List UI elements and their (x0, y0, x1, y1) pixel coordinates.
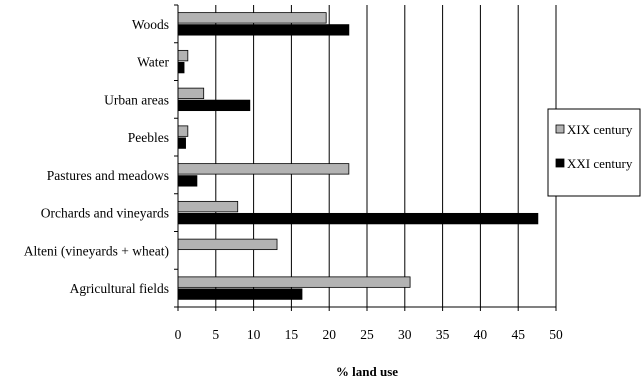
x-tick-label-50: 50 (549, 327, 563, 342)
x-tick-label-40: 40 (474, 327, 488, 342)
x-tick-label-35: 35 (436, 327, 450, 342)
bar-xix-6 (177, 238, 278, 251)
x-tick-label-10: 10 (247, 327, 261, 342)
bar-xix-7 (177, 276, 411, 288)
x-tick-label-15: 15 (285, 327, 299, 342)
bar-xxi-7 (177, 288, 303, 300)
x-tick-label-30: 30 (398, 327, 412, 342)
category-label: Urban areas (104, 92, 169, 107)
category-label: Agricultural fields (70, 281, 169, 296)
x-axis-title: % land use (336, 364, 398, 379)
bar-xix-5 (177, 200, 239, 213)
legend-swatch-0 (555, 124, 565, 134)
x-tick-label-5: 5 (212, 327, 219, 342)
category-labels: Woods Water Urban areas Peebles Pastures and… (24, 17, 170, 296)
y-axis-ticks (174, 4, 178, 308)
x-tick-label-0: 0 (175, 327, 182, 342)
bar-xxi-0 (177, 24, 350, 36)
bar-xix-4 (177, 163, 350, 175)
category-label: Water (137, 55, 169, 70)
bar-xxi-2 (177, 99, 251, 112)
bar-xxi-4 (177, 175, 198, 187)
category-label: Peebles (128, 130, 169, 145)
bars (177, 12, 539, 300)
bar-xix-3 (177, 125, 189, 137)
x-tick-label-25: 25 (360, 327, 374, 342)
legend: XIX century XXI century (547, 108, 641, 197)
category-label: Woods (132, 17, 169, 32)
bar-xix-1 (177, 49, 189, 62)
legend-swatch-1 (555, 158, 565, 168)
x-tick-label-45: 45 (511, 327, 525, 342)
bar-xxi-3 (177, 137, 186, 149)
x-axis-tick-labels: 0 5 10 15 20 25 30 35 40 45 50 (175, 307, 563, 342)
legend-box (547, 108, 641, 197)
bar-xxi-1 (177, 61, 185, 74)
legend-label-1: XXI century (567, 156, 633, 171)
bar-xxi-5 (177, 212, 539, 225)
bar-xix-0 (177, 12, 327, 24)
x-tick-label-20: 20 (322, 327, 336, 342)
category-label: Alteni (vineyards + wheat) (24, 243, 169, 258)
bar-xix-2 (177, 87, 205, 100)
legend-label-0: XIX century (567, 122, 633, 137)
category-label: Pastures and meadows (47, 168, 169, 183)
grid-lines (215, 5, 557, 307)
category-label: Orchards and vineyards (41, 206, 169, 221)
